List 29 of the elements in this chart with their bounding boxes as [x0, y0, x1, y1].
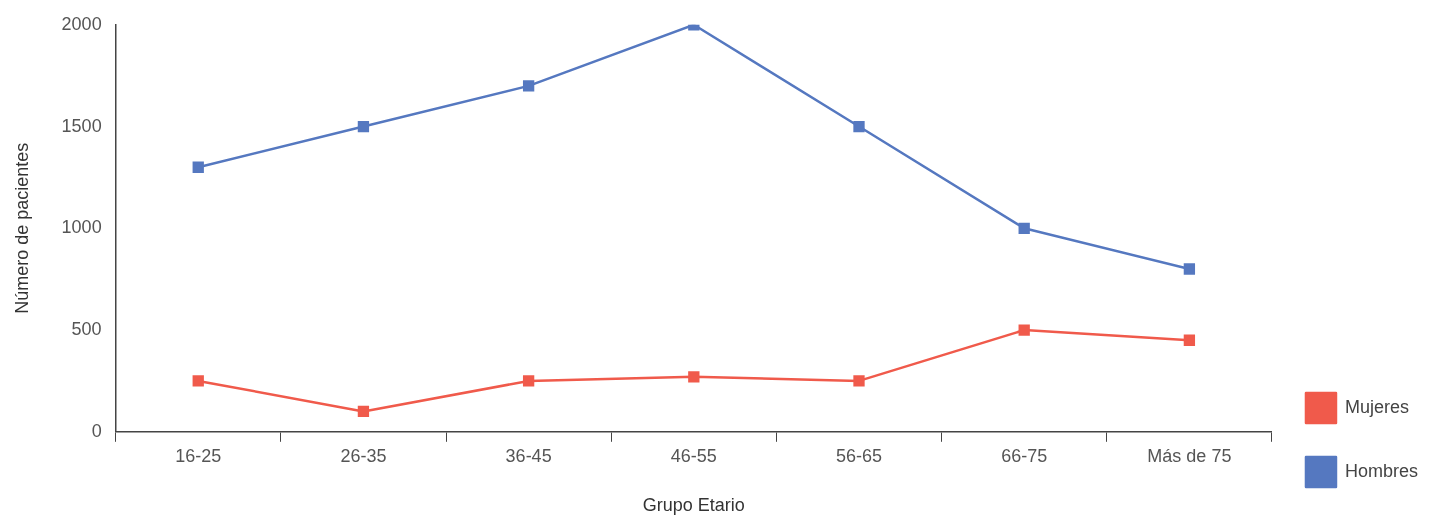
point	[853, 375, 865, 387]
y-tick-label: 0	[91, 420, 102, 441]
point	[1018, 222, 1030, 234]
point	[853, 120, 865, 133]
x-tick-label: 46-55	[670, 445, 717, 466]
x-tick-label: 16-25	[175, 445, 222, 466]
x-tick-label: Más de 75	[1147, 445, 1232, 466]
x-tick-label: 66-75	[1001, 445, 1048, 466]
x-tick-label: 56-65	[835, 445, 883, 466]
x-tick-label: 26-35	[340, 445, 387, 466]
point	[1018, 324, 1030, 336]
point	[192, 375, 204, 387]
point	[357, 405, 370, 418]
y-axis-title: Número de pacientes	[11, 142, 32, 314]
y-tick-label: 1500	[61, 115, 102, 136]
point	[1183, 263, 1196, 275]
point	[522, 375, 535, 387]
point	[688, 371, 700, 383]
point	[192, 161, 204, 173]
point	[522, 80, 535, 92]
legend-label: Hombres	[1344, 460, 1419, 481]
point	[1183, 334, 1196, 346]
x-axis-title: Grupo Etario	[642, 495, 745, 516]
y-tick-label: 500	[71, 319, 102, 340]
point	[357, 120, 370, 133]
y-tick-label: 2000	[61, 13, 102, 34]
x-tick-label: 36-45	[505, 445, 552, 466]
legend-label: Mujeres	[1344, 396, 1410, 417]
y-tick-label: 1000	[61, 217, 102, 238]
